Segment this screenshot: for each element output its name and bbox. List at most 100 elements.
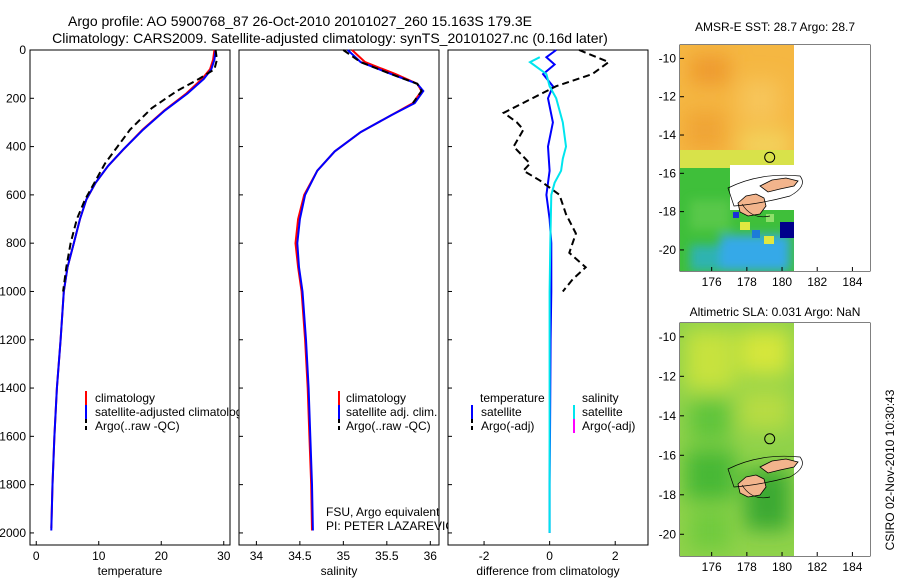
temperature-legend: climatology satellite-adjusted climatolo… <box>85 391 242 433</box>
series-argo-raw-qc <box>62 49 218 292</box>
sla-patch <box>690 400 730 440</box>
fiji-viti-levu <box>737 474 767 498</box>
sst-pixel <box>752 230 760 238</box>
x-tick-label: 10 <box>92 549 106 563</box>
series-argo-adj <box>501 49 611 293</box>
fiji-vanua-levu <box>759 177 799 193</box>
y-tick-label: 1800 <box>0 478 26 492</box>
x-tick-label: 36 <box>424 549 438 563</box>
map-x-tick-label: 180 <box>772 275 792 289</box>
sla-patch <box>740 330 790 375</box>
difference-panel: -2 0 2 difference from climatology tempera… <box>447 49 649 578</box>
map-x-tick-label: 178 <box>737 560 757 574</box>
temperature-panel: 0 10 20 30 0 200 400 600 800 1000 1200 1400 1600 1800… <box>0 43 242 578</box>
y-tick-label: 1400 <box>0 381 26 395</box>
temperature-axes-box <box>29 49 231 546</box>
legend-label-temp-satellite: satellite <box>481 405 522 419</box>
sla-patch <box>740 390 790 430</box>
temperature-xlabel: temperature <box>98 564 163 578</box>
salinity-axes-box <box>238 49 440 546</box>
salinity-series-layer <box>294 49 425 531</box>
fiji-reef-outline <box>727 455 803 488</box>
y-tick-label: 1200 <box>0 333 26 347</box>
difference-xlabel: difference from climatology <box>476 564 619 578</box>
sla-patch <box>690 510 730 550</box>
sst-map-title: AMSR-E SST: 28.7 Argo: 28.7 <box>695 20 855 34</box>
fiji-reef-outline <box>741 203 771 218</box>
legend-label-argo: Argo(..raw -QC) <box>95 419 180 433</box>
fiji-viti-levu <box>737 193 767 217</box>
sst-masked-east <box>794 45 870 271</box>
x-tick-label: 35 <box>337 549 351 563</box>
difference-axes-box <box>447 49 649 546</box>
map-y-tick-label: -16 <box>659 166 677 180</box>
sst-cool-texture <box>690 200 790 271</box>
legend-label-temp-argo: Argo(-adj) <box>481 419 534 433</box>
y-tick-label: 0 <box>19 43 26 57</box>
sst-pixel <box>780 222 794 238</box>
map-y-tick-label: -18 <box>659 205 677 219</box>
legend-label-satellite: satellite-adjusted climatolog <box>95 405 242 419</box>
y-tick-label: 200 <box>6 91 26 105</box>
legend-label-argo: Argo(..raw -QC) <box>346 419 431 433</box>
sst-patch <box>720 235 790 271</box>
sst-patch <box>740 80 780 120</box>
sla-texture <box>685 330 790 550</box>
map-y-tick-label: -14 <box>659 409 677 423</box>
sst-map-ticks: 176 178 180 182 184 -10 -12 -14 -16 -18 -20 <box>659 51 863 289</box>
map-y-tick-label: -12 <box>659 369 677 383</box>
platform-note: FSU, Argo equivalent <box>326 505 440 519</box>
x-tick-label: 0 <box>33 549 40 563</box>
map-y-tick-label: -10 <box>659 51 677 65</box>
y-tick-label: 2000 <box>0 526 26 540</box>
map-y-tick-label: -20 <box>659 527 677 541</box>
sla-map-title: Altimetric SLA: 0.031 Argo: NaN <box>690 305 861 319</box>
map-x-tick-label: 182 <box>807 275 827 289</box>
fiji-reef-outline <box>741 484 771 499</box>
sla-land <box>727 455 803 499</box>
legend-label-satellite: satellite adj. clim. <box>346 405 437 419</box>
sst-patch <box>685 110 725 150</box>
fiji-reef-outline <box>727 174 803 207</box>
sla-masked-east <box>794 323 870 556</box>
salinity-ticks-layer: 34 34.5 35 35.5 36 <box>239 49 438 563</box>
temperature-ticks-layer: 0 10 20 30 0 200 400 600 800 1000 1200 1400 1600 1800… <box>0 43 231 563</box>
map-x-tick-label: 180 <box>772 560 792 574</box>
y-tick-label: 400 <box>6 140 26 154</box>
sst-pixel <box>766 214 774 222</box>
legend-label-climatology: climatology <box>95 391 155 405</box>
sst-land <box>727 174 803 218</box>
temperature-series-layer <box>50 49 218 531</box>
legend-title-salinity: salinity <box>582 391 619 405</box>
x-tick-label: -2 <box>479 549 490 563</box>
sla-patch <box>685 450 735 500</box>
fiji-vanua-levu <box>759 458 799 474</box>
sst-patch <box>690 55 730 85</box>
series-argo-raw-qc <box>342 49 423 104</box>
difference-legend: temperature satellite Argo(-adj) salinit… <box>471 391 635 433</box>
y-tick-label: 800 <box>6 236 26 250</box>
sla-patch <box>685 330 735 390</box>
difference-series-layer <box>501 49 611 533</box>
x-tick-label: 34 <box>250 549 264 563</box>
y-tick-label: 600 <box>6 188 26 202</box>
difference-ticks-layer: -2 0 2 <box>448 49 619 563</box>
sla-map-ticks: 176 178 180 182 184 -10 -12 -14 -16 -18 -20 <box>659 330 863 574</box>
x-tick-label: 20 <box>155 549 169 563</box>
title-line-1: Argo profile: AO 5900768_87 26-Oct-2010 … <box>68 13 532 29</box>
map-y-tick-label: -20 <box>659 243 677 257</box>
y-tick-label: 1000 <box>0 284 26 298</box>
series-satellite-adjusted-climatolog <box>50 49 217 531</box>
salinity-legend: climatology satellite adj. clim. Argo(..… <box>338 391 437 433</box>
sst-patch <box>690 245 720 271</box>
salinity-xlabel: salinity <box>321 564 358 578</box>
argo-position-marker <box>764 151 776 163</box>
legend-label-climatology: climatology <box>346 391 406 405</box>
legend-title-temperature: temperature <box>480 391 545 405</box>
sst-map-panel: AMSR-E SST: 28.7 Argo: 28.7 <box>659 20 871 289</box>
map-y-tick-label: -16 <box>659 448 677 462</box>
title-line-2: Climatology: CARS2009. Satellite-adjuste… <box>52 30 608 46</box>
map-y-tick-label: -18 <box>659 488 677 502</box>
x-tick-label: 2 <box>612 549 619 563</box>
